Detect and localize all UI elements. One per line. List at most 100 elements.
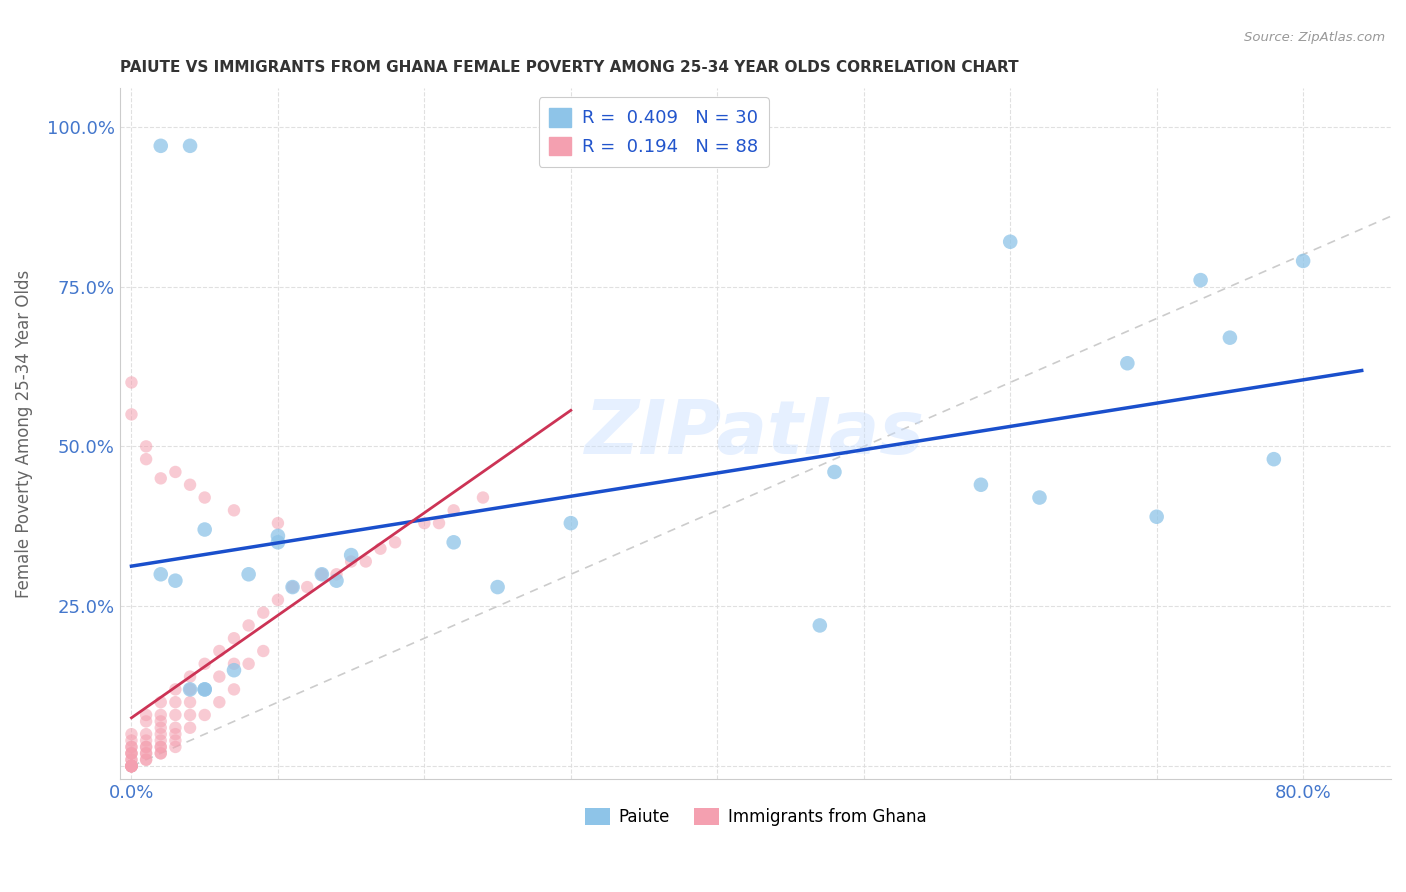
Point [149,733,172,747]
Point [121,759,143,773]
Point [325,567,347,582]
Point [121,747,143,761]
Point [121,759,143,773]
Point [194,657,217,671]
Point [165,733,187,747]
Point [135,727,157,741]
Point [165,708,187,723]
Point [121,408,143,422]
Point [121,747,143,761]
Point [808,618,831,632]
Point [121,747,143,761]
Point [267,592,290,607]
Point [998,235,1021,249]
Point [135,452,157,467]
Point [824,465,846,479]
Point [354,554,377,568]
Legend: Paiute, Immigrants from Ghana: Paiute, Immigrants from Ghana [578,801,932,833]
Point [427,516,450,530]
Point [149,138,172,153]
Point [194,523,217,537]
Point [472,491,495,505]
Point [165,739,187,754]
Point [1292,254,1315,268]
Point [1116,356,1139,370]
Point [311,567,333,582]
Point [135,739,157,754]
Point [135,708,157,723]
Point [149,721,172,735]
Point [135,439,157,453]
Y-axis label: Female Poverty Among 25-34 Year Olds: Female Poverty Among 25-34 Year Olds [15,269,32,598]
Point [121,739,143,754]
Point [165,695,187,709]
Point [252,644,274,658]
Point [149,708,172,723]
Point [1263,452,1285,467]
Text: ZIPatlas: ZIPatlas [585,397,925,470]
Point [238,567,260,582]
Point [121,727,143,741]
Point [267,516,290,530]
Point [149,727,172,741]
Point [179,708,201,723]
Point [121,759,143,773]
Point [267,535,290,549]
Point [208,670,231,684]
Point [121,733,143,747]
Point [340,548,363,562]
Point [179,695,201,709]
Point [135,753,157,767]
Point [281,580,304,594]
Point [1028,491,1050,505]
Point [222,682,245,697]
Point [194,708,217,723]
Point [121,759,143,773]
Point [149,747,172,761]
Text: Source: ZipAtlas.com: Source: ZipAtlas.com [1244,31,1385,45]
Point [179,670,201,684]
Point [281,580,304,594]
Point [1189,273,1212,287]
Point [165,721,187,735]
Point [121,753,143,767]
Point [135,733,157,747]
Point [208,644,231,658]
Point [149,739,172,754]
Point [135,739,157,754]
Point [149,714,172,729]
Point [121,376,143,390]
Point [208,695,231,709]
Point [165,574,187,588]
Point [970,477,993,491]
Point [121,759,143,773]
Point [121,759,143,773]
Point [121,759,143,773]
Point [267,529,290,543]
Point [121,759,143,773]
Point [149,739,172,754]
Point [121,759,143,773]
Point [443,503,465,517]
Point [413,516,436,530]
Point [486,580,509,594]
Point [135,714,157,729]
Point [149,747,172,761]
Point [297,580,319,594]
Point [194,682,217,697]
Point [179,682,201,697]
Point [443,535,465,549]
Point [370,541,392,556]
Point [121,759,143,773]
Point [222,632,245,646]
Point [149,567,172,582]
Point [121,739,143,754]
Point [222,657,245,671]
Point [194,682,217,697]
Point [340,554,363,568]
Point [121,753,143,767]
Point [311,567,333,582]
Text: PAIUTE VS IMMIGRANTS FROM GHANA FEMALE POVERTY AMONG 25-34 YEAR OLDS CORRELATION: PAIUTE VS IMMIGRANTS FROM GHANA FEMALE P… [120,60,1018,75]
Point [135,753,157,767]
Point [384,535,406,549]
